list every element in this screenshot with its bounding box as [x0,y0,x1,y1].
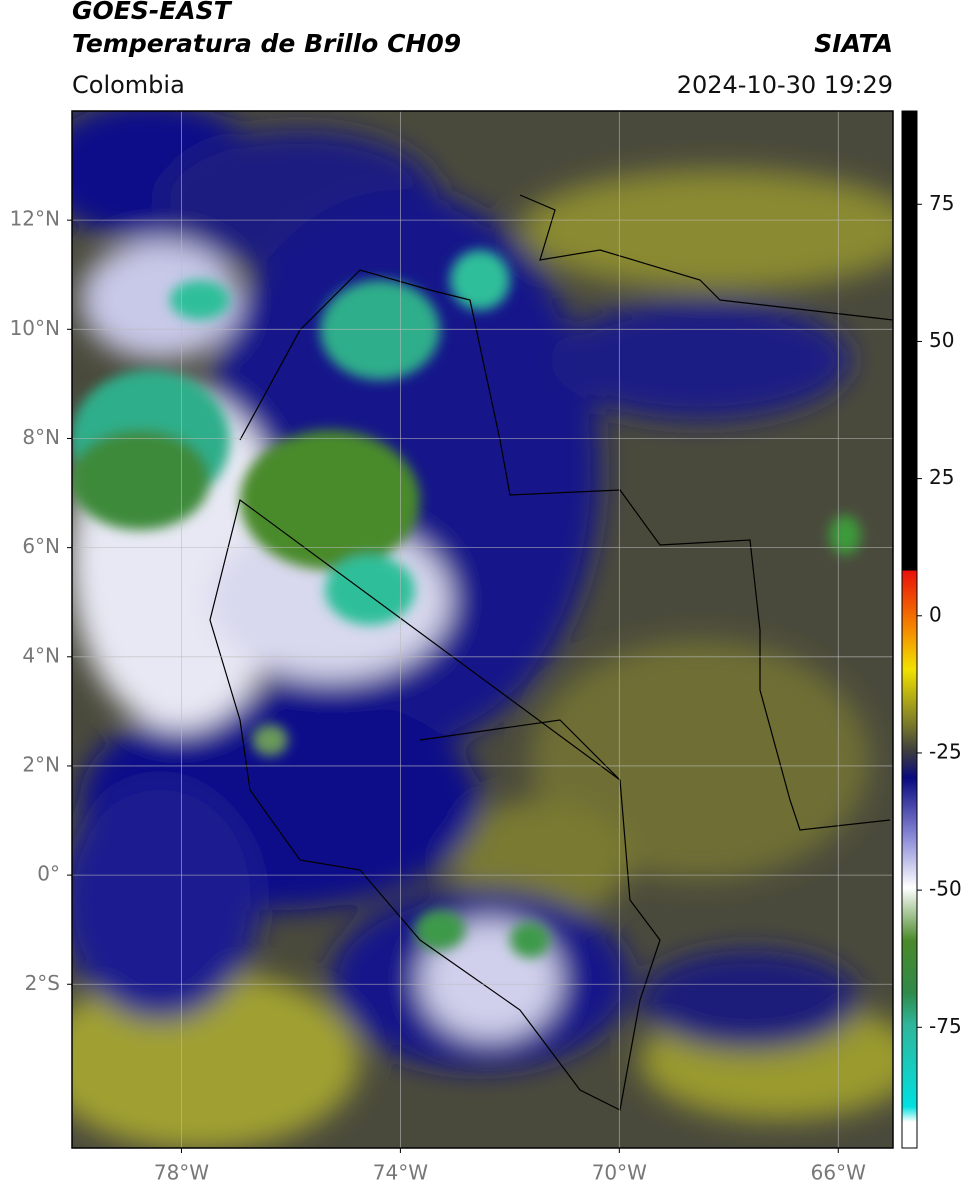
datetime: 2024-10-30 19:29 [677,71,893,99]
y-tick-label: 8°N [22,425,60,449]
country-border [209,269,891,1111]
colorbar-tick-label: -50 [929,877,962,901]
colorbar-tick-label: 25 [929,465,954,489]
x-tick-label: 70°W [592,1161,647,1185]
map-frame [71,110,894,1149]
colorbar-tick-label: 50 [929,328,954,352]
region: Colombia [72,71,185,99]
y-tick-label: 10°N [10,316,60,340]
y-tick-label: 12°N [10,207,60,231]
colorbar-tick-label: -75 [929,1014,962,1038]
colorbar-tick-label: 75 [929,191,954,215]
x-tick-label: 78°W [154,1161,209,1185]
grid [72,111,893,1148]
colorbar [901,110,918,1149]
satellite-image [72,111,893,1148]
x-tick-label: 66°W [811,1161,866,1185]
source: SIATA [814,29,893,58]
y-tick-label: 2°S [25,971,60,995]
colorbar-tick-label: -25 [929,739,962,763]
y-tick-label: 2°N [22,752,60,776]
y-tick-label: 0° [37,862,60,886]
country-border [419,194,893,781]
colorbar-tick-label: 0 [929,602,942,626]
title: GOES-EAST [72,0,233,25]
y-tick-label: 4°N [22,643,60,667]
title: Temperatura de Brillo CH09 [72,29,461,58]
x-tick-label: 74°W [373,1161,428,1185]
y-tick-label: 6°N [22,534,60,558]
